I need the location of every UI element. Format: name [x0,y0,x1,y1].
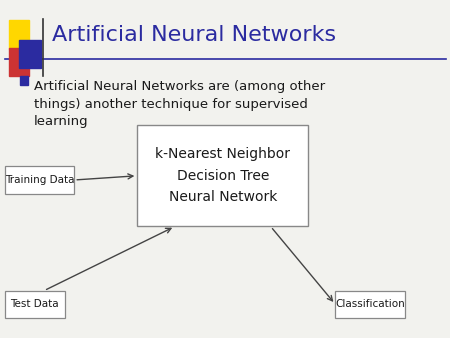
Bar [4,166,74,194]
Bar [9,48,29,76]
Bar [335,291,405,318]
Bar [137,125,308,226]
Bar [4,291,65,318]
Bar [20,76,28,85]
Text: Artificial Neural Networks are (among other
things) another technique for superv: Artificial Neural Networks are (among ot… [34,80,325,128]
Text: k-Nearest Neighbor
Decision Tree
Neural Network: k-Nearest Neighbor Decision Tree Neural … [155,147,290,204]
Text: Artificial Neural Networks: Artificial Neural Networks [52,25,336,46]
Bar [19,40,40,68]
Text: Training Data: Training Data [4,175,74,185]
Text: Test Data: Test Data [10,299,59,309]
Bar [9,20,29,49]
Text: Classification: Classification [335,299,405,309]
